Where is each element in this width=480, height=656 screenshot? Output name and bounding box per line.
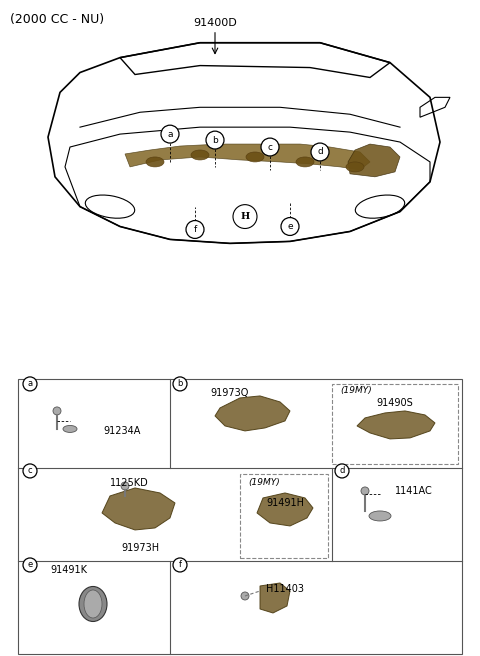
- Circle shape: [241, 592, 249, 600]
- Polygon shape: [215, 396, 290, 431]
- Text: c: c: [28, 466, 32, 476]
- Text: 91973Q: 91973Q: [211, 388, 249, 398]
- Polygon shape: [357, 411, 435, 439]
- Text: c: c: [267, 142, 273, 152]
- Text: 1125KD: 1125KD: [110, 478, 149, 488]
- Text: 1141AC: 1141AC: [395, 486, 433, 496]
- Circle shape: [23, 377, 37, 391]
- Circle shape: [23, 464, 37, 478]
- Circle shape: [161, 125, 179, 143]
- Text: 91400D: 91400D: [193, 18, 237, 28]
- Circle shape: [281, 218, 299, 236]
- Ellipse shape: [146, 157, 164, 167]
- Text: e: e: [287, 222, 293, 231]
- Ellipse shape: [63, 426, 77, 432]
- Ellipse shape: [191, 150, 209, 160]
- Ellipse shape: [296, 157, 314, 167]
- Circle shape: [206, 131, 224, 149]
- Circle shape: [335, 464, 349, 478]
- Circle shape: [173, 558, 187, 572]
- Circle shape: [53, 407, 61, 415]
- Polygon shape: [102, 488, 175, 530]
- Text: b: b: [177, 379, 183, 388]
- Ellipse shape: [84, 590, 102, 618]
- Circle shape: [261, 138, 279, 156]
- Polygon shape: [257, 493, 313, 526]
- Text: (19MY): (19MY): [248, 478, 280, 487]
- Text: a: a: [167, 130, 173, 138]
- Text: a: a: [27, 379, 33, 388]
- Text: 91490S: 91490S: [377, 398, 413, 408]
- Text: f: f: [179, 560, 181, 569]
- Text: f: f: [193, 225, 197, 234]
- Text: d: d: [339, 466, 345, 476]
- Circle shape: [311, 143, 329, 161]
- Text: H11403: H11403: [266, 584, 304, 594]
- Polygon shape: [260, 583, 290, 613]
- Polygon shape: [125, 144, 370, 170]
- Text: H: H: [240, 212, 250, 221]
- Text: e: e: [27, 560, 33, 569]
- Circle shape: [121, 482, 129, 490]
- Circle shape: [361, 487, 369, 495]
- Polygon shape: [348, 144, 400, 177]
- Circle shape: [173, 377, 187, 391]
- Text: 91234A: 91234A: [103, 426, 140, 436]
- Circle shape: [23, 558, 37, 572]
- Text: 91491H: 91491H: [266, 498, 304, 508]
- Text: b: b: [212, 136, 218, 144]
- Ellipse shape: [369, 511, 391, 521]
- Text: (19MY): (19MY): [340, 386, 372, 395]
- Text: d: d: [317, 148, 323, 157]
- Ellipse shape: [79, 586, 107, 621]
- Text: 91973H: 91973H: [121, 543, 159, 553]
- Circle shape: [186, 220, 204, 238]
- Ellipse shape: [346, 162, 364, 172]
- Text: (2000 CC - NU): (2000 CC - NU): [10, 13, 104, 26]
- Text: 91491K: 91491K: [50, 565, 87, 575]
- Ellipse shape: [246, 152, 264, 162]
